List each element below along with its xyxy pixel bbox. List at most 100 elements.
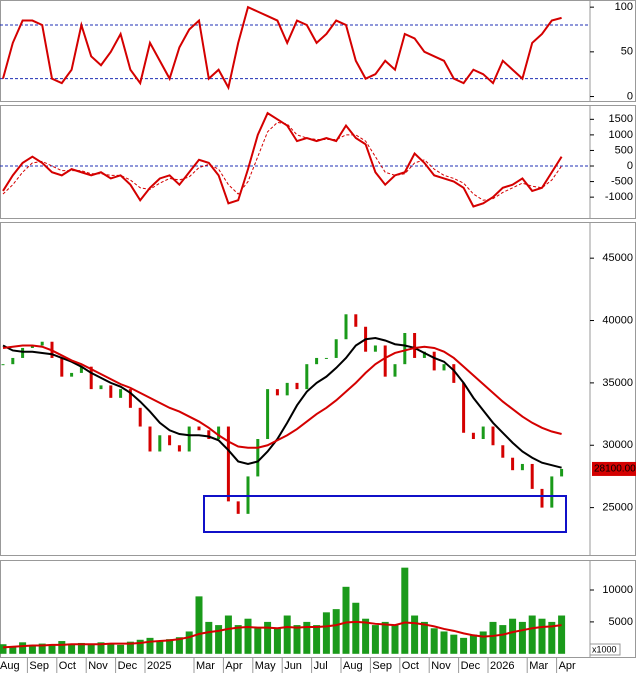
volume-bar [460,637,468,654]
volume-bar [332,609,340,654]
candle [501,445,505,458]
volume-bar [77,642,85,654]
candle [413,333,417,358]
y-tick-label: 1500 [609,113,633,125]
candle [285,382,289,396]
series-line [2,620,562,649]
volume-bar [205,621,213,654]
candle [491,426,495,446]
candle [99,385,103,390]
volume-bar [342,586,350,654]
candle [520,463,524,471]
x-tick-label: Apr [559,660,576,672]
candle [530,463,534,489]
candle [109,385,113,398]
volume-bar [117,644,125,654]
candle [40,341,44,346]
x-tick-label: Aug [343,660,363,672]
candle [79,366,83,373]
candle [344,314,348,340]
candle [70,372,74,377]
y-tick-label: -500 [611,175,633,187]
candle [148,426,152,452]
x-tick-label: Nov [431,660,451,672]
volume-bar [185,631,193,654]
volume-bar [401,567,409,654]
volume-bar [518,621,526,654]
candle [236,501,240,514]
volume-bar [371,625,379,654]
x-tick-label: Aug [0,660,20,672]
volume-bar [479,631,487,654]
y-tick-label: 40000 [602,314,633,326]
candle [21,347,25,358]
volume-bar [391,625,399,654]
candle [373,345,377,352]
y-tick-label: 10000 [602,584,633,596]
candle [89,366,93,390]
candle [295,382,299,390]
candle [305,364,309,390]
candle [275,389,279,396]
candle [354,314,358,327]
candle [334,339,338,358]
volume-bar [97,642,105,654]
volume-bar [411,615,419,654]
candle [177,445,181,452]
volume-bar [499,625,507,654]
y-tick-label: 100 [615,1,633,13]
volume-bar [420,621,428,654]
candle [197,426,201,431]
volume-bar [28,644,36,654]
volume-bar [313,625,321,654]
series-line [2,344,562,449]
candle [11,357,15,365]
y-tick-label: 45000 [602,252,633,264]
series-line [2,5,562,91]
y-tick-label: 1000 [609,129,633,141]
x-tick-label: Nov [88,660,108,672]
x-tick-label: Sep [372,660,392,672]
volume-bar [440,631,448,654]
candle [442,364,446,371]
volume-bar [254,628,262,654]
x-tick-label: 2025 [147,660,171,672]
y-tick-label: 30000 [602,439,633,451]
volume-bar [175,637,183,654]
y-tick-label: 25000 [602,502,633,514]
volume-bar [146,637,154,654]
price-marker [592,461,636,476]
volume-bar [166,639,174,654]
volume-bar [303,621,311,654]
volume-bar [538,618,546,654]
volume-bar [19,642,27,654]
volume-bar [58,641,66,654]
unit-box [589,643,621,656]
volume-bar [126,641,134,654]
candle [324,357,328,359]
series-line [2,121,563,201]
x-tick-label: Mar [196,660,215,672]
unit-label: x1000 [592,644,617,654]
candle [462,382,466,433]
candle [471,432,475,440]
volume-bar [68,644,76,654]
volume-bar [38,643,46,654]
x-tick-label: 2026 [490,660,514,672]
volume-bar [548,621,556,654]
volume-bar [273,628,281,654]
volume-bar [195,596,203,654]
volume-bar [469,634,477,654]
panel-frame [0,105,636,219]
candle [403,333,407,365]
volume-bar [244,618,252,654]
price-marker-label: 28100.00 [594,464,636,475]
x-tick-label: Oct [402,660,419,672]
candle [60,357,64,377]
x-tick-label: Oct [59,660,76,672]
x-tick-label: Dec [461,660,481,672]
candle [217,426,221,440]
volume-bar [430,628,438,654]
candle [550,476,554,508]
x-tick-label: Sep [29,660,49,672]
